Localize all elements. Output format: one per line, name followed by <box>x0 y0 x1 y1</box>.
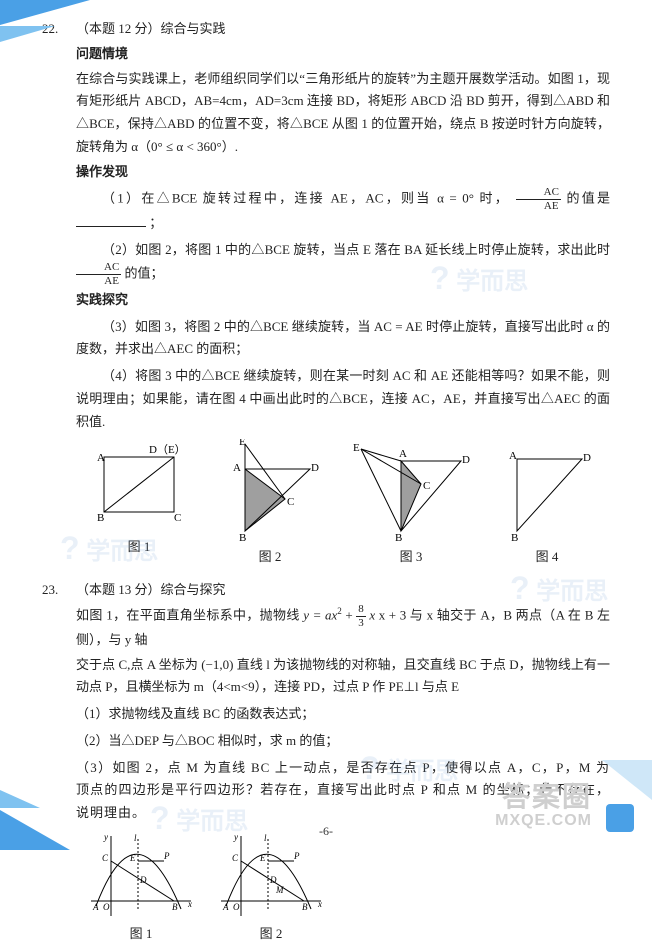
figure-4: A D B 图 4 <box>497 439 597 569</box>
numerator: AC <box>516 187 561 200</box>
question-number: 22. <box>42 18 76 573</box>
page-number: -6- <box>0 821 652 842</box>
svg-text:C: C <box>423 480 430 492</box>
svg-text:B: B <box>97 512 104 524</box>
svg-text:B: B <box>395 532 402 544</box>
fraction: AC AE <box>76 262 121 287</box>
text: 的值； <box>125 265 164 280</box>
diagram-svg: E A D C B <box>351 439 471 544</box>
figure-label: 图 4 <box>536 546 559 569</box>
svg-text:C: C <box>174 512 181 524</box>
text: ； <box>149 215 162 230</box>
svg-text:B: B <box>302 902 308 912</box>
svg-text:B: B <box>511 532 518 544</box>
diagram-svg: A D B <box>497 439 597 544</box>
figure-label: 图 1 <box>130 923 153 946</box>
svg-text:D: D <box>139 875 147 885</box>
fraction: 8 3 <box>356 604 366 629</box>
sub-question-1: （1）在△BCE 旋转过程中，连接 AE，AC，则当 α = 0° 时， AC … <box>76 187 610 235</box>
section-title: 问题情境 <box>76 43 610 66</box>
text: 如图 1，在平面直角坐标系中，抛物线 <box>76 607 303 622</box>
figure-1: x y O A B C D E P l 图 1 <box>86 831 196 946</box>
svg-text:B: B <box>239 532 246 544</box>
sub-question-3: （3）如图 3，将图 2 中的△BCE 继续旋转，当 AC = AE 时停止旋转… <box>76 316 610 362</box>
denominator: 3 <box>356 617 366 629</box>
figure-label: 图 1 <box>128 536 151 559</box>
paragraph: 如图 1，在平面直角坐标系中，抛物线 y = ax2 + 8 3 x x + 3… <box>76 604 610 652</box>
svg-text:E: E <box>129 853 136 863</box>
svg-text:O: O <box>233 902 240 912</box>
figure-label: 图 3 <box>400 546 423 569</box>
svg-text:E: E <box>353 442 360 454</box>
paragraph: 交于点 C,点 A 坐标为 (−1,0) 直线 l 为该抛物线的对称轴，且交直线… <box>76 654 610 700</box>
figures-row: A D（E） B C 图 1 E A D C B <box>76 439 610 569</box>
paragraph: 在综合与实践课上，老师组织同学们以“三角形纸片的旋转”为主题开展数学活动。如图 … <box>76 68 610 159</box>
fraction: AC AE <box>516 187 561 212</box>
figures-row: x y O A B C D E P l 图 1 <box>86 831 610 946</box>
numerator: AC <box>76 262 121 275</box>
coordinate-diagram: x y O A B C D E P l <box>86 831 196 921</box>
svg-text:D: D <box>311 462 319 474</box>
svg-text:C: C <box>102 853 109 863</box>
sub-question-4: （4）将图 3 中的△BCE 继续旋转，则在某一时刻 AC 和 AE 还能相等吗… <box>76 365 610 433</box>
svg-text:P: P <box>293 851 300 861</box>
svg-text:D: D <box>269 875 277 885</box>
figure-1: A D（E） B C 图 1 <box>89 439 189 569</box>
text: （1）在△BCE 旋转过程中，连接 AE，AC，则当 α = 0° 时， <box>102 191 510 206</box>
text: 的值是 <box>566 191 610 206</box>
denominator: AE <box>76 275 121 287</box>
formula: y = ax <box>303 607 337 622</box>
svg-text:B: B <box>172 902 178 912</box>
numerator: 8 <box>356 604 366 617</box>
svg-text:A: A <box>92 902 99 912</box>
brand-cn: 答案圈 <box>495 782 592 813</box>
svg-text:D: D <box>462 454 470 466</box>
svg-text:P: P <box>163 851 170 861</box>
diagram-svg: E A D C B <box>215 439 325 544</box>
figure-label: 图 2 <box>259 546 282 569</box>
section-title: 操作发现 <box>76 161 610 184</box>
svg-text:E: E <box>239 439 246 448</box>
svg-text:A: A <box>399 448 407 460</box>
section-title: 实践探究 <box>76 289 610 312</box>
svg-text:D: D <box>583 452 591 464</box>
question-points: （本题 12 分）综合与实践 <box>76 18 610 41</box>
text: + <box>345 607 356 622</box>
question-22: 22. （本题 12 分）综合与实践 问题情境 在综合与实践课上，老师组织同学们… <box>42 18 610 573</box>
coordinate-diagram: x y O A B C D E P M l <box>216 831 326 921</box>
svg-text:D（E）: D（E） <box>149 443 186 456</box>
sub-question-2: （2）当△DEP 与△BOC 相似时，求 m 的值； <box>76 730 610 753</box>
svg-text:C: C <box>232 853 239 863</box>
question-23: 23. （本题 13 分）综合与探究 如图 1，在平面直角坐标系中，抛物线 y … <box>42 579 610 946</box>
svg-text:A: A <box>509 450 517 462</box>
svg-text:C: C <box>287 496 294 508</box>
superscript: 2 <box>337 606 342 616</box>
answer-blank <box>76 216 146 228</box>
denominator: AE <box>516 200 561 212</box>
svg-text:E: E <box>259 853 266 863</box>
question-points: （本题 13 分）综合与探究 <box>76 579 610 602</box>
svg-text:O: O <box>103 902 110 912</box>
svg-text:A: A <box>222 902 229 912</box>
figure-label: 图 2 <box>260 923 283 946</box>
figure-3: E A D C B 图 3 <box>351 439 471 569</box>
text: （2）如图 2，将图 1 中的△BCE 旋转，当点 E 落在 BA 延长线上时停… <box>102 242 610 257</box>
svg-text:x: x <box>317 899 322 909</box>
figure-2: x y O A B C D E P M l 图 2 <box>216 831 326 946</box>
sub-question-1: （1）求抛物线及直线 BC 的函数表达式； <box>76 703 610 726</box>
svg-text:A: A <box>233 462 241 474</box>
svg-text:A: A <box>97 452 105 464</box>
sub-question-2: （2）如图 2，将图 1 中的△BCE 旋转，当点 E 落在 BA 延长线上时停… <box>76 239 610 287</box>
diagram-svg: A D（E） B C <box>89 439 189 534</box>
figure-2: E A D C B 图 2 <box>215 439 325 569</box>
corner-decoration-tl <box>0 0 90 90</box>
svg-text:M: M <box>275 885 284 895</box>
svg-text:x: x <box>187 899 192 909</box>
